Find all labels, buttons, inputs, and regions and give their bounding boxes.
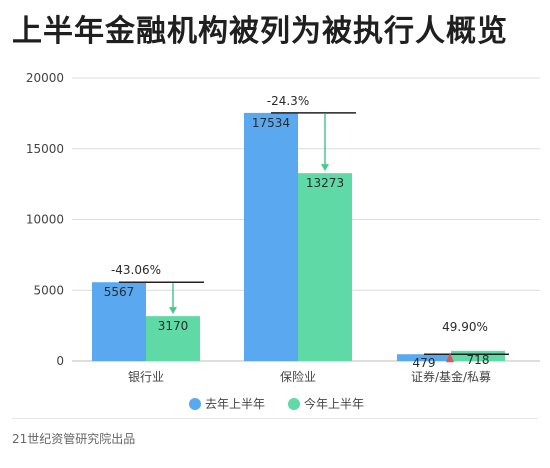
bar-last-year [397,354,451,361]
data-label: 5567 [104,285,135,299]
change-arrow-head [446,353,454,363]
x-tick-label: 证券/基金/私募 [411,369,491,384]
y-tick-label: 5000 [33,283,64,297]
chart-title: 上半年金融机构被列为被执行人概览 [12,14,508,49]
data-label: 479 [413,356,436,370]
bar-last-year [92,282,146,361]
change-arrow-head [321,164,329,172]
legend-label: 去年上半年 [205,397,265,411]
bar-chart: 0 5000 10000 15000 20000 5567 3170 银行业 -43.06% 17… [26,71,540,411]
y-tick-label: 0 [56,354,64,368]
change-label: -24.3% [267,94,309,108]
bar-last-year [244,112,298,362]
y-tick-label: 10000 [26,213,64,227]
change-label: -43.06% [111,263,161,277]
x-tick-label: 银行业 [128,370,164,384]
x-tick-label: 保险业 [280,369,316,384]
data-label: 17534 [252,116,290,130]
bar-this-year [298,173,352,361]
legend-marker [189,398,201,410]
legend-marker [288,398,300,410]
footer-divider [12,418,538,419]
data-label: 13273 [306,176,344,190]
change-arrow-head [169,307,177,315]
data-label: 718 [467,353,490,367]
footer-credit: 21世纪资管研究院出品 [12,432,136,446]
bar-this-year [146,316,200,361]
legend-label: 今年上半年 [304,396,364,411]
bar-this-year [451,350,505,361]
change-label: 49.90% [442,320,488,334]
data-label: 3170 [158,319,189,333]
y-tick-label: 20000 [26,71,64,85]
y-tick-label: 15000 [26,142,64,156]
